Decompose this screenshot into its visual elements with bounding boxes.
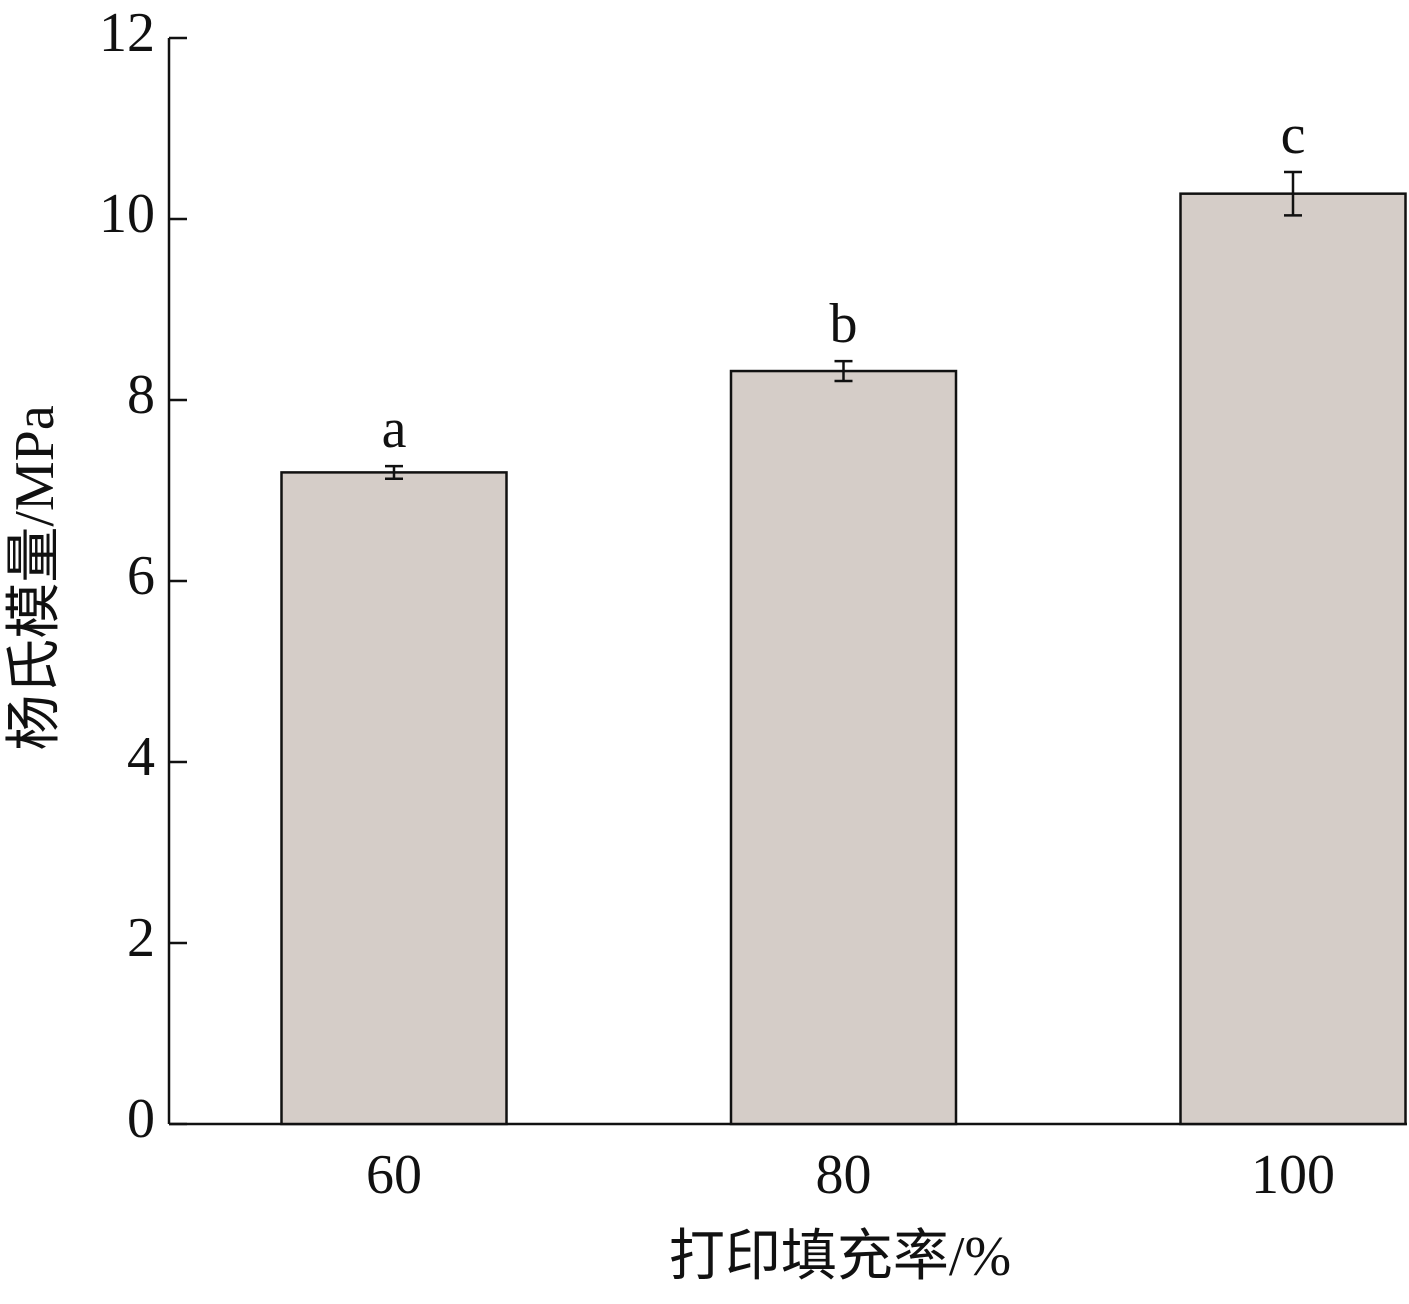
y-axis-label: 杨氏模量/MPa: [4, 405, 66, 750]
significance-letter: a: [382, 398, 407, 460]
error-bar: [385, 464, 403, 480]
x-tick-label: 80: [816, 1144, 872, 1206]
y-tick-label: 8: [127, 364, 155, 426]
x-tick-label: 100: [1251, 1144, 1335, 1206]
y-tick-label: 12: [99, 2, 155, 64]
bar: [1179, 192, 1407, 1126]
y-tick-label: 10: [99, 183, 155, 245]
significance-letter: b: [830, 293, 858, 355]
y-tick-label: 0: [127, 1088, 155, 1150]
bar: [729, 369, 958, 1126]
y-tick-label: 2: [127, 907, 155, 969]
y-tick-label: 4: [127, 726, 155, 788]
x-tick-label: 60: [366, 1144, 422, 1206]
bar: [280, 471, 508, 1126]
y-tick-label: 6: [127, 545, 155, 607]
error-bar: [834, 359, 853, 383]
significance-letter: c: [1281, 104, 1306, 166]
error-bar: [1284, 170, 1302, 217]
x-axis-label: 打印填充率/%: [669, 1226, 1011, 1288]
